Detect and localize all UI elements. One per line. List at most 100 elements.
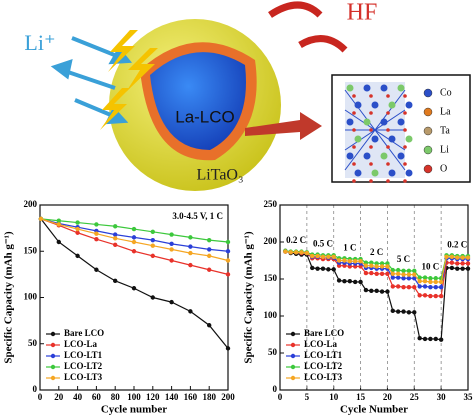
legend-label: Bare LCO [64,328,104,338]
core-label: La-LCO [175,107,235,126]
atom [352,179,356,183]
atom [397,152,405,160]
marker [94,231,99,236]
marker [310,265,315,271]
marker [347,279,353,284]
marker [331,254,336,259]
marker [422,293,428,298]
marker [94,222,99,227]
chart: 0 20 40 60 80 100 120 140 160 180 200 0 50 100 150 200 C… [3,199,236,415]
marker [465,266,471,271]
marker [207,267,212,272]
atom [363,152,371,160]
element-swatch [423,107,433,117]
marker [131,226,137,232]
marker [113,224,118,229]
marker [412,284,417,290]
marker [56,239,61,245]
atom [386,128,390,132]
marker [169,247,174,252]
rate-label: 0.2 C [286,235,306,245]
x-tick-label: 100 [127,392,141,402]
marker [422,275,428,280]
rate-label: 1 C [343,242,356,252]
x-tick-label: 15 [356,392,366,402]
marker [94,267,99,272]
atom [386,111,390,115]
legend-marker [50,364,56,370]
x-tick-label: 25 [410,392,420,402]
marker [56,218,61,223]
marker [438,293,444,299]
atom [386,162,390,166]
atom [380,118,388,126]
marker [390,308,395,314]
marker [310,253,315,259]
x-tick-label: 30 [437,392,447,402]
legend-label: LCO-LT2 [64,361,103,371]
atom [352,94,356,98]
marker [113,278,118,284]
marker [428,276,433,281]
atom [403,94,407,98]
marker [358,279,363,285]
rate-label: 0.2 C [447,239,467,249]
marker [422,279,428,284]
marker [455,266,460,271]
marker [449,254,455,259]
marker [417,275,422,280]
x-tick-label: 10 [329,392,339,402]
marker [433,336,438,342]
marker [320,254,326,259]
core [150,52,246,151]
marker [225,249,231,254]
marker [169,258,174,263]
marker [422,336,428,342]
plot-frame [39,204,229,391]
marker [150,237,155,243]
legend-label: LCO-La [304,339,338,349]
marker [465,255,471,260]
x-axis-label: Cycle Number [340,404,408,416]
x-tick-label: 0 [278,392,283,402]
marker [417,279,422,284]
marker [113,242,118,247]
marker [401,309,406,314]
x-axis-label: Cycle number [101,404,167,416]
marker [225,272,231,277]
marker [369,288,374,294]
atom [354,135,362,143]
marker [207,253,212,259]
lightning [100,30,158,130]
legend-marker [290,353,296,359]
marker [406,272,412,277]
marker [207,237,212,243]
marker [433,293,438,299]
marker [444,254,449,259]
marker [417,284,422,289]
x-tick-label: 200 [221,392,235,402]
marker [188,244,193,249]
rate-label: 5 C [397,254,410,264]
atom [405,169,413,177]
legend-marker [290,375,296,381]
legend-label: Bare LCO [304,328,344,338]
marker [169,232,174,237]
marker [369,263,374,268]
atom [352,111,356,115]
marker [401,276,406,281]
marker [390,267,395,273]
atom [346,152,354,160]
atom [403,162,407,166]
atom [369,162,373,166]
marker [385,271,390,277]
marker [342,279,347,284]
y-tick-label: 200 [264,236,278,246]
y-tick-label: 0 [33,384,38,394]
marker [428,336,433,342]
shell-label: LiTaO₃ [196,167,243,184]
marker [315,266,320,271]
x-tick-label: 140 [165,392,179,402]
x-tick-label: 40 [73,392,83,402]
